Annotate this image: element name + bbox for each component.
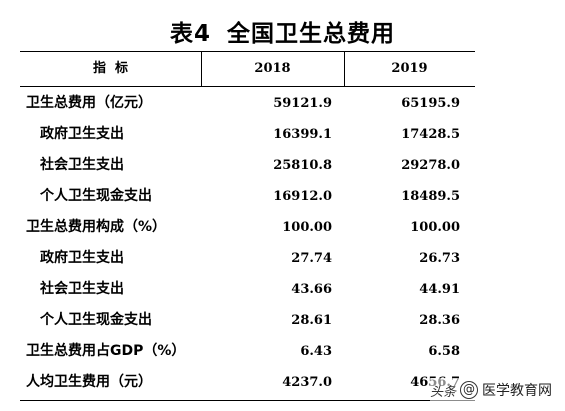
table-row: 个人卫生现金支出 28.61 28.36 (0, 305, 565, 336)
value-2018: 16399.1 (273, 127, 332, 142)
table-row: 卫生总费用构成（%） 100.00 100.00 (0, 212, 565, 243)
row-label: 人均卫生费用（元） (26, 374, 152, 390)
watermark-logo: 头条 (430, 384, 457, 400)
value-2019: 44.91 (419, 282, 460, 297)
value-2019: 18489.5 (401, 189, 460, 204)
table-row: 卫生总费用占GDP（%） 6.43 6.58 (0, 336, 565, 367)
value-2019: 17428.5 (401, 127, 460, 142)
row-label: 个人卫生现金支出 (40, 312, 152, 328)
table-row: 卫生总费用（亿元） 59121.9 65195.9 (0, 88, 565, 119)
row-label: 政府卫生支出 (40, 250, 124, 266)
table-title: 表4 全国卫生总费用 (0, 14, 565, 48)
header-2019: 2019 (391, 61, 428, 76)
row-label: 卫生总费用构成（%） (26, 219, 167, 235)
column-divider-2 (344, 52, 345, 86)
table-row: 政府卫生支出 27.74 26.73 (0, 243, 565, 274)
table-number: 表4 (169, 21, 211, 47)
header-2018: 2018 (254, 61, 291, 76)
value-2018: 59121.9 (273, 96, 332, 111)
value-2018: 27.74 (291, 251, 332, 266)
table-row: 社会卫生支出 25810.8 29278.0 (0, 150, 565, 181)
value-2019: 28.36 (419, 313, 460, 328)
value-2019: 100.00 (410, 220, 460, 235)
row-label: 个人卫生现金支出 (40, 188, 152, 204)
table-row: 社会卫生支出 43.66 44.91 (0, 274, 565, 305)
bottom-rule (20, 400, 475, 401)
row-label: 卫生总费用（亿元） (26, 95, 152, 111)
value-2018: 6.43 (300, 344, 332, 359)
watermark: 头条 @ 医学教育网 (430, 378, 553, 402)
value-2019: 65195.9 (401, 96, 460, 111)
column-divider-1 (201, 52, 202, 86)
value-2018: 25810.8 (273, 158, 332, 173)
top-rule (20, 51, 475, 52)
header-indicator: 指 标 (92, 61, 129, 76)
row-label: 政府卫生支出 (40, 126, 124, 142)
row-label: 卫生总费用占GDP（%） (26, 343, 186, 359)
row-label: 社会卫生支出 (40, 157, 124, 173)
value-2018: 4237.0 (282, 375, 332, 390)
watermark-name: 医学教育网 (482, 383, 553, 399)
table-row: 政府卫生支出 16399.1 17428.5 (0, 119, 565, 150)
value-2018: 16912.0 (273, 189, 332, 204)
value-2019: 26.73 (419, 251, 460, 266)
value-2018: 43.66 (291, 282, 332, 297)
table-row: 个人卫生现金支出 16912.0 18489.5 (0, 181, 565, 212)
row-label: 社会卫生支出 (40, 281, 124, 297)
table-title-text: 全国卫生总费用 (227, 21, 395, 47)
value-2018: 28.61 (291, 313, 332, 328)
at-icon: @ (460, 381, 479, 399)
header-rule (20, 86, 475, 87)
value-2019: 29278.0 (401, 158, 460, 173)
value-2018: 100.00 (282, 220, 332, 235)
value-2019: 6.58 (428, 344, 460, 359)
